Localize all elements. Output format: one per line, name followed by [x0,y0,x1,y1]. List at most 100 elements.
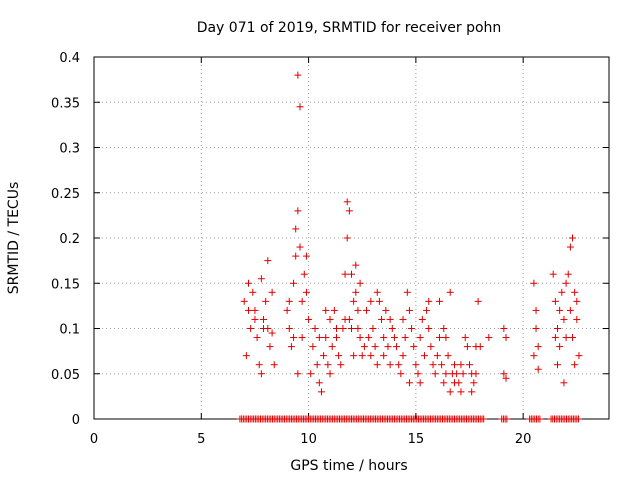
data-point [322,334,330,342]
data-point [257,370,265,378]
data-point [420,352,428,360]
data-point [476,343,484,351]
y-axis-label: SRMTID / TECUs [6,182,22,295]
data-point [575,352,583,360]
data-point [240,297,248,305]
data-point [451,361,458,369]
data-point [503,415,511,423]
data-point [569,234,577,242]
data-point [341,270,349,278]
data-point [549,270,557,278]
data-point [573,315,581,323]
data-point [442,334,450,342]
data-point [345,207,353,215]
data-point [390,334,398,342]
data-point [260,325,268,332]
data-point [300,270,308,278]
data-point [435,297,443,305]
data-point [569,334,577,342]
data-point [260,315,268,323]
data-point [307,370,315,378]
data-point [466,361,474,369]
data-point [444,352,452,360]
data-point [558,288,566,296]
data-point [251,306,259,314]
data-point [356,279,364,287]
data-point [352,288,360,296]
data-point [485,334,493,342]
data-point [438,361,446,369]
data-point [440,379,448,387]
data-point [257,275,265,283]
data-point [457,388,465,396]
data-point [414,370,422,378]
data-point [367,297,375,305]
data-point [427,343,435,351]
data-point [363,306,371,314]
data-point [470,379,478,387]
data-point [264,257,272,265]
data-point [534,365,542,373]
data-point [375,297,383,305]
data-point [345,315,353,323]
data-point [418,315,426,323]
y-tick-label: 0.25 [51,187,80,202]
data-point [296,103,304,111]
data-point [457,361,465,369]
data-point [249,288,257,296]
data-point [502,374,510,382]
data-point [268,329,276,337]
data-point [386,315,394,323]
data-point [416,379,424,387]
y-tick-label: 0.1 [59,323,80,338]
data-point [294,370,302,378]
data-point [412,361,420,369]
data-point [302,252,310,260]
data-point [298,334,306,342]
data-point [262,297,270,305]
data-point [500,370,508,378]
data-point [425,297,433,305]
data-point [369,325,377,332]
data-point [326,315,334,323]
data-point [560,315,568,323]
data-point [354,325,362,332]
data-point [423,306,431,314]
data-point [403,288,411,296]
data-point [433,352,441,360]
data-point [332,334,340,342]
x-axis-label: GPS time / hours [290,458,407,474]
data-point [302,288,310,296]
data-point [348,325,355,332]
data-point [287,343,295,351]
data-point [554,361,561,369]
data-point [380,334,388,342]
data-point [573,297,581,305]
data-point [298,297,306,305]
data-point [556,306,564,314]
data-point [405,306,413,314]
data-point [384,343,392,351]
tick-layer: 0 5 10 15 20 0 0.05 0.1 0.15 0.2 0.25 0.3 0.35 0.4 [51,51,609,447]
data-point [356,334,364,342]
data-point [350,352,358,360]
data-point [393,343,401,351]
data-point [315,379,323,387]
data-point [320,352,328,360]
data-point [339,325,347,332]
y-tick-label: 0.05 [51,368,80,383]
data-points [236,71,583,423]
x-tick-label: 10 [300,432,317,447]
data-point [571,361,579,369]
data-point [416,334,424,342]
data-point [440,325,448,332]
data-point [399,315,407,323]
data-point [435,334,443,342]
x-tick-label: 15 [408,432,425,447]
data-point [566,243,574,251]
data-point [326,370,334,378]
data-point [480,415,488,423]
data-point [309,343,317,351]
data-point [451,379,458,387]
